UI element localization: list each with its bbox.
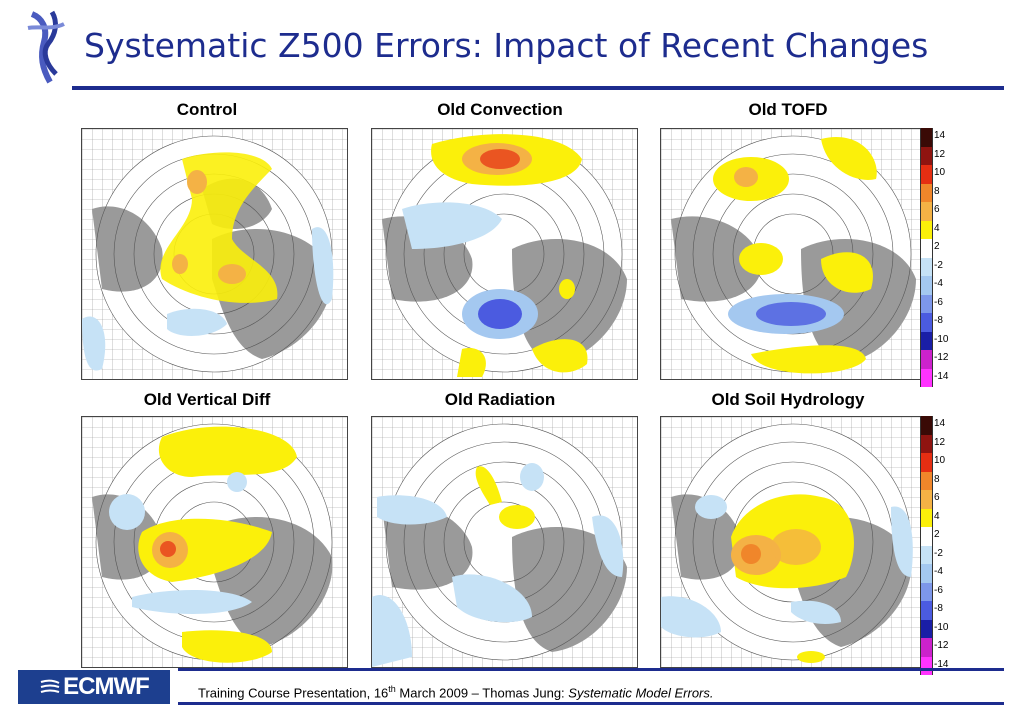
map-panel-old-convection: [371, 128, 638, 380]
panel-title-control: Control: [176, 100, 238, 119]
colorbar-swatch: [920, 527, 933, 546]
colorbar-label: -2: [934, 547, 943, 559]
colorbar-swatch: [920, 434, 933, 453]
panel-title-old-convection: Old Convection: [437, 100, 563, 119]
z500-error-map: [82, 417, 347, 667]
footer-credit: Training Course Presentation, 16th March…: [198, 684, 713, 700]
map-panel-old-soil-hydrology: [660, 416, 927, 668]
colorbar-swatch: [920, 508, 933, 527]
colorbar-label: 8: [934, 473, 940, 485]
colorbar-label: -14: [934, 370, 949, 382]
page-title: Systematic Z500 Errors: Impact of Recent…: [84, 26, 929, 65]
colorbar-label: -12: [934, 352, 949, 363]
colorbar-top: 14 12 10 8 6 4 2 -2 -4 -6 -8 -10 -12 -14: [920, 128, 975, 387]
z500-error-map: [372, 417, 637, 667]
colorbar-swatch: [920, 202, 933, 221]
map-panel-control: [81, 128, 348, 380]
colorbar-swatch: [920, 331, 933, 350]
colorbar-swatch: [920, 146, 933, 165]
colorbar-label: 4: [934, 510, 940, 522]
colorbar-swatch: [920, 545, 933, 564]
title-divider: [72, 86, 1004, 90]
colorbar-swatch: [920, 368, 933, 387]
colorbar-swatch: [920, 183, 933, 202]
panel-title-old-radiation: Old Radiation: [444, 390, 556, 409]
colorbar-swatch: [920, 582, 933, 601]
ecmwf-logo: ECMWF: [18, 670, 170, 704]
colorbar-label: 12: [934, 148, 946, 160]
colorbar-label: -8: [934, 315, 943, 326]
ecmwf-swirl-logo: [27, 10, 65, 84]
colorbar-label: 10: [934, 455, 946, 466]
panel-title-old-vertical-diff: Old Vertical Diff: [143, 390, 271, 409]
z500-error-map: [661, 129, 926, 379]
colorbar-label: -6: [934, 584, 943, 596]
colorbar-label: -4: [934, 566, 943, 577]
footer-sup: th: [388, 684, 396, 694]
map-panel-old-tofd: [660, 128, 927, 380]
colorbar-swatch: [920, 601, 933, 620]
colorbar-label: 4: [934, 222, 940, 234]
colorbar-swatch: [920, 220, 933, 239]
ecmwf-logo-text: ECMWF: [63, 673, 150, 700]
colorbar-bottom: 14 12 10 8 6 4 2 -2 -4 -6 -8 -10 -12 -14: [920, 416, 975, 675]
colorbar-label: 6: [934, 492, 940, 503]
footer-text-2: March 2009 – Thomas Jung:: [395, 685, 569, 701]
colorbar-swatch: [920, 294, 933, 313]
colorbar-swatch: [920, 490, 933, 509]
colorbar-label: 2: [934, 241, 940, 252]
footer-text-1: Training Course Presentation, 16: [198, 685, 389, 701]
z500-error-map: [82, 129, 347, 379]
colorbar-swatch: [920, 453, 933, 472]
colorbar-label: -14: [934, 658, 949, 670]
colorbar-label: -6: [934, 296, 943, 308]
footer-italic: Systematic Model Errors.: [568, 685, 714, 701]
colorbar-label: -8: [934, 603, 943, 614]
z500-error-map: [372, 129, 637, 379]
colorbar-swatch: [920, 638, 933, 657]
colorbar-label: 10: [934, 167, 946, 178]
z500-error-map: [661, 417, 926, 667]
colorbar-label: 14: [934, 130, 946, 141]
footer-divider-bottom: [178, 702, 1004, 705]
colorbar-label: 6: [934, 204, 940, 215]
colorbar-label: 14: [934, 418, 946, 429]
colorbar-label: 2: [934, 529, 940, 540]
colorbar-swatch: [920, 350, 933, 369]
panel-title-old-tofd: Old TOFD: [748, 100, 828, 119]
map-panel-old-radiation: [371, 416, 638, 668]
footer-divider-top: [178, 668, 1004, 671]
colorbar-label: -4: [934, 278, 943, 289]
colorbar-swatch: [920, 165, 933, 184]
colorbar-label: -10: [934, 621, 949, 633]
colorbar-swatch: [920, 471, 933, 490]
colorbar-swatch: [920, 239, 933, 258]
colorbar-swatch: [920, 313, 933, 332]
ecmwf-mark-icon: [40, 679, 60, 693]
colorbar-label: 12: [934, 436, 946, 448]
colorbar-swatch: [920, 656, 933, 675]
colorbar-swatch: [920, 276, 933, 295]
colorbar-swatch: [920, 619, 933, 638]
colorbar-swatch: [920, 128, 933, 147]
colorbar-label: -10: [934, 333, 949, 345]
map-panel-old-vertical-diff: [81, 416, 348, 668]
colorbar-label: 8: [934, 185, 940, 197]
panel-title-old-soil-hydrology: Old Soil Hydrology: [711, 390, 865, 409]
colorbar-label: -2: [934, 259, 943, 271]
colorbar-swatch: [920, 564, 933, 583]
colorbar-swatch: [920, 416, 933, 435]
colorbar-swatch: [920, 257, 933, 276]
colorbar-label: -12: [934, 640, 949, 651]
